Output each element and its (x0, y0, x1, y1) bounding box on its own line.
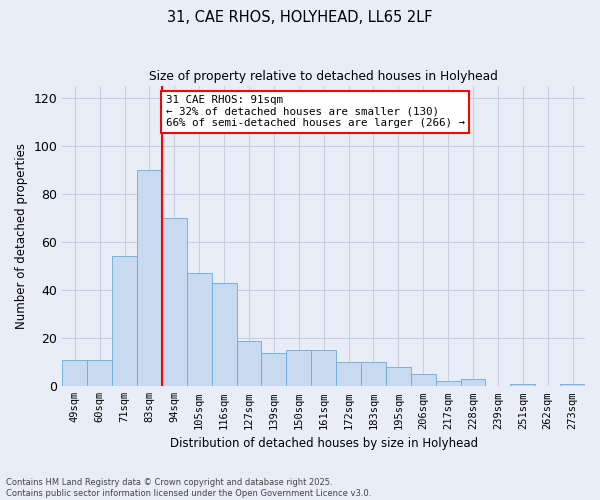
X-axis label: Distribution of detached houses by size in Holyhead: Distribution of detached houses by size … (170, 437, 478, 450)
Title: Size of property relative to detached houses in Holyhead: Size of property relative to detached ho… (149, 70, 498, 83)
Bar (87, 360, 112, 386)
Bar (436, 382, 461, 386)
Bar (137, 170, 162, 386)
Bar (162, 218, 187, 386)
Bar (212, 283, 236, 387)
Bar (336, 362, 361, 386)
Bar (361, 362, 386, 386)
Bar (461, 379, 485, 386)
Text: 31, CAE RHOS, HOLYHEAD, LL65 2LF: 31, CAE RHOS, HOLYHEAD, LL65 2LF (167, 10, 433, 25)
Bar (411, 374, 436, 386)
Text: 31 CAE RHOS: 91sqm
← 32% of detached houses are smaller (130)
66% of semi-detach: 31 CAE RHOS: 91sqm ← 32% of detached hou… (166, 95, 464, 128)
Bar (511, 384, 535, 386)
Text: Contains HM Land Registry data © Crown copyright and database right 2025.
Contai: Contains HM Land Registry data © Crown c… (6, 478, 371, 498)
Bar (62, 360, 87, 386)
Bar (560, 384, 585, 386)
Bar (187, 273, 212, 386)
Bar (236, 340, 262, 386)
Bar (386, 367, 411, 386)
Bar (311, 350, 336, 387)
Bar (112, 256, 137, 386)
Bar (262, 352, 286, 386)
Y-axis label: Number of detached properties: Number of detached properties (15, 143, 28, 329)
Bar (286, 350, 311, 387)
